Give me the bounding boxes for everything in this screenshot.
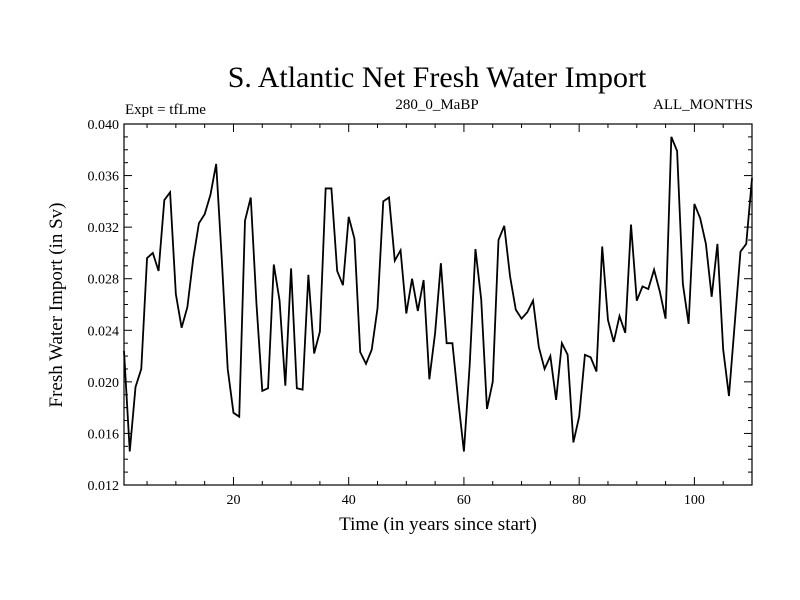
x-axis: 20 40 60 80 100 [146, 124, 753, 508]
x-tick-label: 100 [684, 493, 705, 508]
x-tick-label: 60 [457, 493, 471, 508]
y-axis-label: Fresh Water Import (in Sv) [46, 203, 67, 408]
chart-title: S. Atlantic Net Fresh Water Import [228, 61, 647, 94]
y-tick-label: 0.032 [88, 221, 120, 236]
y-tick-label: 0.040 [88, 118, 120, 133]
y-tick-label: 0.012 [88, 479, 120, 494]
x-tick-label: 20 [226, 493, 240, 508]
x-tick-label: 40 [342, 493, 356, 508]
series-line [123, 136, 753, 452]
subtitle-center: 280_0_MaBP [395, 97, 478, 113]
y-tick-label: 0.028 [88, 273, 120, 288]
y-tick-label: 0.036 [88, 170, 120, 185]
subtitle-right: ALL_MONTHS [653, 97, 753, 113]
y-tick-label: 0.016 [88, 427, 120, 442]
series-layer [123, 136, 753, 452]
y-tick-label: 0.020 [88, 376, 120, 391]
y-axis: 0.012 0.016 0.020 0.024 0.028 0.032 0.036 0.040 [88, 118, 752, 494]
x-axis-label: Time (in years since start) [339, 514, 537, 535]
y-tick-label: 0.024 [88, 324, 120, 339]
x-tick-label: 80 [572, 493, 586, 508]
subtitle-left: Expt = tfLme [125, 102, 206, 118]
